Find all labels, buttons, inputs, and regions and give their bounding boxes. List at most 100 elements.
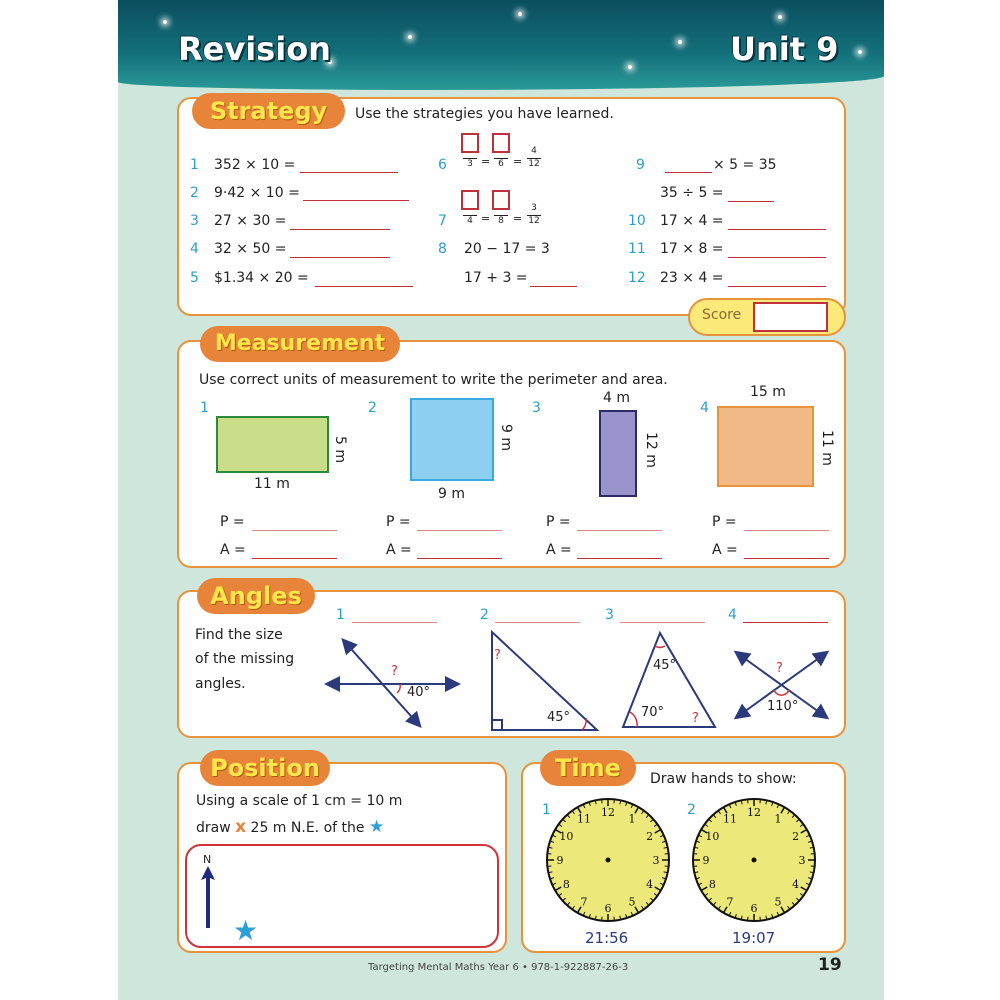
north-label: N [203, 853, 212, 866]
perimeter-answer-line[interactable] [417, 530, 502, 531]
position-heading: Position [200, 750, 330, 786]
acute-triangle [621, 630, 717, 728]
perimeter-answer-line[interactable] [577, 530, 662, 531]
score-box[interactable] [753, 302, 828, 332]
q5-expression: $1.34 × 20 = [214, 270, 309, 286]
measurement-instruction: Use correct units of measurement to writ… [199, 372, 668, 388]
denominator: 12 [527, 158, 541, 169]
numerator: 4 [531, 146, 537, 156]
time-panel [521, 762, 846, 953]
unknown-angle: ? [692, 711, 699, 726]
q-number: 3 [532, 400, 541, 416]
text: draw [196, 820, 231, 836]
q10-expression: 17 × 4 = [660, 213, 724, 229]
angle-label: 40° [407, 685, 431, 700]
equals: = [513, 212, 523, 225]
angles-instruction: Find the size [195, 627, 283, 643]
denominator: 8 [494, 215, 508, 226]
fraction-box[interactable] [461, 133, 479, 153]
area-answer-line[interactable] [744, 558, 829, 559]
measurement-heading: Measurement [200, 326, 400, 362]
answer-line[interactable] [303, 200, 409, 201]
unknown-angle: ? [494, 648, 501, 663]
angle-label: 70° [641, 705, 665, 720]
header-banner [118, 0, 884, 90]
area-answer-line[interactable] [577, 558, 662, 559]
star-icon: ★ [368, 817, 385, 837]
fraction-box[interactable] [461, 190, 479, 210]
q-number: 2 [687, 802, 696, 818]
perimeter-label: P = [220, 514, 245, 530]
angle-label: 110° [767, 699, 799, 714]
q-number: 2 [480, 607, 489, 623]
denominator: 3 [463, 158, 477, 169]
q-number: 4 [190, 241, 199, 257]
answer-line[interactable] [530, 286, 577, 287]
angles-instruction: angles. [195, 676, 246, 692]
x-marker-icon: x [235, 817, 247, 837]
fraction-box[interactable] [492, 133, 510, 153]
area-answer-line[interactable] [252, 558, 337, 559]
star-icon: ★ [233, 914, 259, 947]
top-label: 15 m [750, 384, 786, 400]
q-number: 1 [200, 400, 209, 416]
top-label: 4 m [603, 390, 630, 406]
answer-line[interactable] [665, 172, 712, 173]
q9-expression-2: 35 ÷ 5 = [660, 185, 724, 201]
q-number: 2 [368, 400, 377, 416]
q-number: 4 [700, 400, 709, 416]
answer-line[interactable] [300, 172, 398, 173]
answer-line[interactable] [495, 622, 580, 623]
answer-line[interactable] [352, 622, 437, 623]
answer-line[interactable] [290, 257, 390, 258]
line-transversal [341, 638, 422, 728]
answer-line[interactable] [743, 622, 828, 623]
rectangle-shape-4 [717, 406, 814, 487]
position-instruction: Using a scale of 1 cm = 10 m [196, 793, 403, 809]
answer-line[interactable] [728, 201, 774, 202]
angle-arc [629, 711, 638, 728]
answer-line[interactable] [728, 286, 826, 287]
strategy-panel [177, 97, 846, 316]
q12-expression: 23 × 4 = [660, 270, 724, 286]
q-number: 3 [605, 607, 614, 623]
area-answer-line[interactable] [417, 558, 502, 559]
rectangle-shape-1 [216, 416, 329, 473]
equals: = [481, 212, 491, 225]
q-number: 11 [628, 241, 646, 257]
q-number: 3 [190, 213, 199, 229]
strategy-heading: Strategy [192, 93, 345, 129]
right-triangle [491, 629, 600, 731]
north-arrow-icon [201, 866, 215, 928]
q1-expression: 352 × 10 = [214, 157, 296, 173]
q-number: 6 [438, 157, 447, 173]
q9-expression: × 5 = 35 [713, 157, 777, 173]
q-number: 10 [628, 213, 646, 229]
angle-label: 45° [653, 658, 677, 673]
bottom-label: 11 m [254, 476, 290, 492]
answer-line[interactable] [620, 622, 705, 623]
q-number: 1 [542, 802, 551, 818]
q8-expression-2: 17 + 3 = [464, 270, 528, 286]
perimeter-label: P = [546, 514, 571, 530]
crossing-line-2 [733, 650, 830, 720]
answer-line[interactable] [728, 229, 826, 230]
time-instruction: Draw hands to show: [650, 771, 797, 787]
perimeter-answer-line[interactable] [252, 530, 337, 531]
drawing-area[interactable] [185, 844, 499, 948]
perimeter-answer-line[interactable] [744, 530, 829, 531]
denominator: 12 [527, 215, 541, 226]
perimeter-label: P = [386, 514, 411, 530]
area-label: A = [546, 542, 572, 558]
fraction-box[interactable] [492, 190, 510, 210]
page-title: Revision [178, 30, 331, 68]
answer-line[interactable] [290, 229, 390, 230]
q-number: 1 [190, 157, 199, 173]
q-number: 7 [438, 213, 447, 229]
answer-line[interactable] [315, 286, 413, 287]
q-number: 12 [628, 270, 646, 286]
strategy-instruction: Use the strategies you have learned. [355, 106, 614, 122]
answer-line[interactable] [728, 257, 826, 258]
q-number: 9 [636, 157, 645, 173]
q8-expression: 20 − 17 = 3 [464, 241, 550, 257]
